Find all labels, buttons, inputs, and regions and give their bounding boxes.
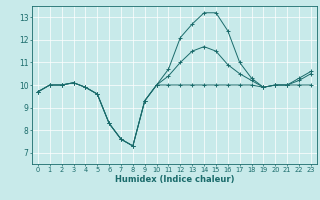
X-axis label: Humidex (Indice chaleur): Humidex (Indice chaleur) — [115, 175, 234, 184]
